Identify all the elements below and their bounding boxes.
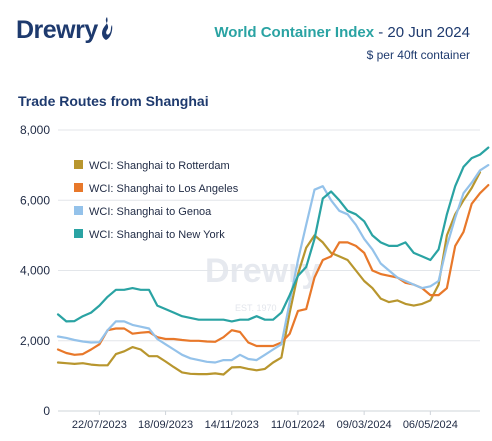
title-separator: - (374, 24, 388, 41)
watermark-subtext: EST. 1970 (235, 303, 277, 313)
series-line-3 (56, 164, 490, 364)
legend-swatch (74, 206, 83, 215)
x-tick-label: 22/07/2023 (72, 419, 127, 431)
legend-label: WCI: Shanghai to Rotterdam (89, 160, 230, 172)
legend-swatch (74, 229, 83, 238)
chart-title-line: World Container Index - 20 Jun 2024 (214, 24, 470, 41)
header: Drewry World Container Index - 20 Jun 20… (0, 0, 492, 80)
y-tick-label: 0 (43, 404, 50, 418)
legend-swatch (74, 183, 83, 192)
index-title: World Container Index (214, 24, 375, 41)
index-date: 20 Jun 2024 (387, 24, 470, 41)
x-tick-label: 14/11/2023 (205, 419, 259, 431)
flame-icon (101, 16, 113, 40)
legend-label: WCI: Shanghai to New York (89, 229, 225, 241)
logo-text: Drewry (16, 16, 98, 44)
y-axis: 0 2,000 4,000 6,000 8,000 (20, 123, 50, 418)
section-title: Trade Routes from Shanghai (18, 93, 209, 109)
series-line-4 (56, 146, 490, 323)
y-tick-label: 8,000 (20, 123, 50, 137)
x-tick-label: 11/01/2024 (271, 419, 325, 431)
x-tick-label: 06/05/2024 (403, 419, 458, 431)
series-line-1 (56, 171, 482, 376)
y-tick-label: 2,000 (20, 334, 50, 348)
unit-subtitle: $ per 40ft container (366, 48, 470, 62)
drewry-logo: Drewry (16, 16, 114, 45)
legend-label: WCI: Shanghai to Los Angeles (89, 183, 239, 195)
x-axis: 22/07/2023 18/09/2023 14/11/2023 11/01/2024… (58, 410, 480, 431)
legend-label: WCI: Shanghai to Genoa (89, 206, 212, 218)
x-tick-label: 09/03/2024 (337, 419, 392, 431)
legend-swatch (74, 160, 83, 169)
series-lines (56, 146, 490, 376)
legend: WCI: Shanghai to Rotterdam WCI: Shanghai … (74, 160, 239, 241)
grid (58, 129, 480, 412)
y-tick-label: 6,000 (20, 193, 50, 207)
y-tick-label: 4,000 (20, 264, 50, 278)
x-tick-label: 18/09/2023 (138, 419, 193, 431)
